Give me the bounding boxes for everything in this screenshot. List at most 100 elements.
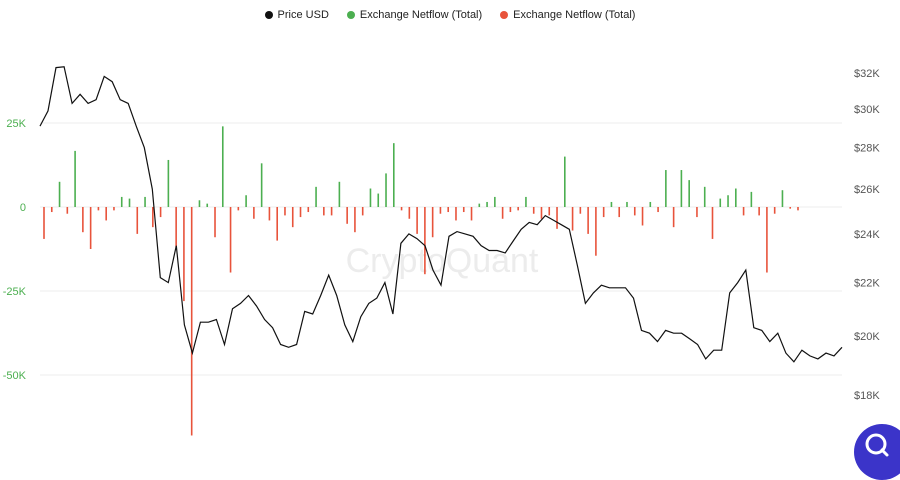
left-tick-label: 0 [20,202,26,214]
netflow-bar [509,207,512,213]
legend-label-netflow-negative: Exchange Netflow (Total) [513,9,636,21]
netflow-bar [385,173,387,207]
netflow-bar [750,191,753,207]
netflow-bar [175,207,177,248]
netflow-bar [268,207,271,221]
netflow-bar [781,190,784,207]
netflow-bar [735,188,737,207]
netflow-bar [486,201,488,207]
netflow-bar [696,207,698,218]
netflow-bar [797,207,799,211]
right-tick-label: $24K [854,229,880,241]
netflow-bar [253,207,255,219]
netflow-bar [291,207,294,228]
netflow-bar [789,207,792,209]
right-tick-label: $26K [854,184,880,196]
netflow-bar [408,207,411,219]
netflow-bar [773,207,776,214]
netflow-bars [43,126,799,436]
netflow-bar [167,159,170,207]
netflow-bar [284,207,286,216]
netflow-bar [190,207,193,436]
netflow-bar [540,207,543,219]
netflow-bar [82,207,84,233]
netflow-bar [766,207,768,273]
netflow-bar [711,207,714,239]
legend-label-netflow-positive: Exchange Netflow (Total) [359,9,483,21]
netflow-bar [587,207,589,234]
netflow-bar [494,196,496,207]
left-tick-label: 25K [6,118,26,130]
netflow-bar [276,207,278,241]
netflow-bar [229,207,232,273]
netflow-bar [602,207,605,218]
legend-item-netflow-negative[interactable]: Exchange Netflow (Total) [500,9,635,21]
netflow-bar [532,207,535,214]
legend: Price USD Exchange Netflow (Total) Excha… [0,9,900,21]
left-tick-label: -25K [3,286,27,298]
legend-dot-price [264,11,273,19]
netflow-bar [564,156,566,207]
netflow-bar [571,207,574,231]
netflow-bar [377,193,380,207]
netflow-bar [89,207,92,249]
right-tick-label: $18K [854,390,880,402]
netflow-bar [633,207,636,216]
netflow-bar [556,207,558,229]
netflow-bar [742,207,745,216]
netflow-bar [43,207,45,239]
right-tick-label: $32K [854,68,880,80]
netflow-bar [113,207,115,211]
right-tick-label: $22K [854,278,880,290]
netflow-bar [323,207,325,216]
netflow-bar [439,207,442,214]
netflow-bar [688,180,690,207]
netflow-bar [198,200,201,207]
netflow-bar [260,163,263,207]
netflow-bar [416,207,418,234]
legend-item-netflow-positive[interactable]: Exchange Netflow (Total) [346,9,483,21]
netflow-bar [424,207,426,275]
legend-label-price: Price USD [277,9,329,21]
right-tick-label: $28K [854,143,880,155]
netflow-bar [354,207,356,233]
search-icon [865,433,889,457]
netflow-bar [727,195,729,207]
netflow-bar [369,188,372,207]
netflow-bar [128,198,131,207]
legend-item-price[interactable]: Price USD [264,9,329,21]
netflow-bar [400,207,403,211]
netflow-bar [299,207,302,218]
netflow-bar [346,207,348,224]
netflow-bar [152,207,154,228]
netflow-bar [618,207,621,218]
netflow-bar [680,170,683,207]
left-tick-label: -50K [3,370,27,382]
gridlines [40,122,842,376]
netflow-bar [719,198,722,207]
netflow-bar [338,181,341,207]
watermark-text: CryptoQuant [346,242,539,280]
netflow-bar [626,201,628,207]
search-fab-button[interactable] [854,424,900,480]
netflow-bar [245,195,247,207]
netflow-bar [136,207,139,234]
netflow-bar [665,170,667,207]
netflow-bar [501,207,504,219]
netflow-bar [462,207,465,213]
netflow-bar [657,207,659,213]
netflow-bar [58,181,61,207]
netflow-bar [579,207,582,214]
netflow-bar [595,207,597,256]
netflow-bar [66,207,69,214]
netflow-bar [120,196,123,207]
netflow-bar [758,207,760,216]
netflow-bar [183,207,185,302]
netflow-bar [315,186,317,207]
left-axis: 25K 0 -25K -50K [3,118,27,382]
netflow-bar [470,207,473,221]
netflow-bar [672,207,675,228]
netflow-bar [478,203,481,207]
right-axis: $32K $30K $28K $26K $24K $22K $20K $18K [854,68,880,402]
netflow-bar [431,207,434,238]
